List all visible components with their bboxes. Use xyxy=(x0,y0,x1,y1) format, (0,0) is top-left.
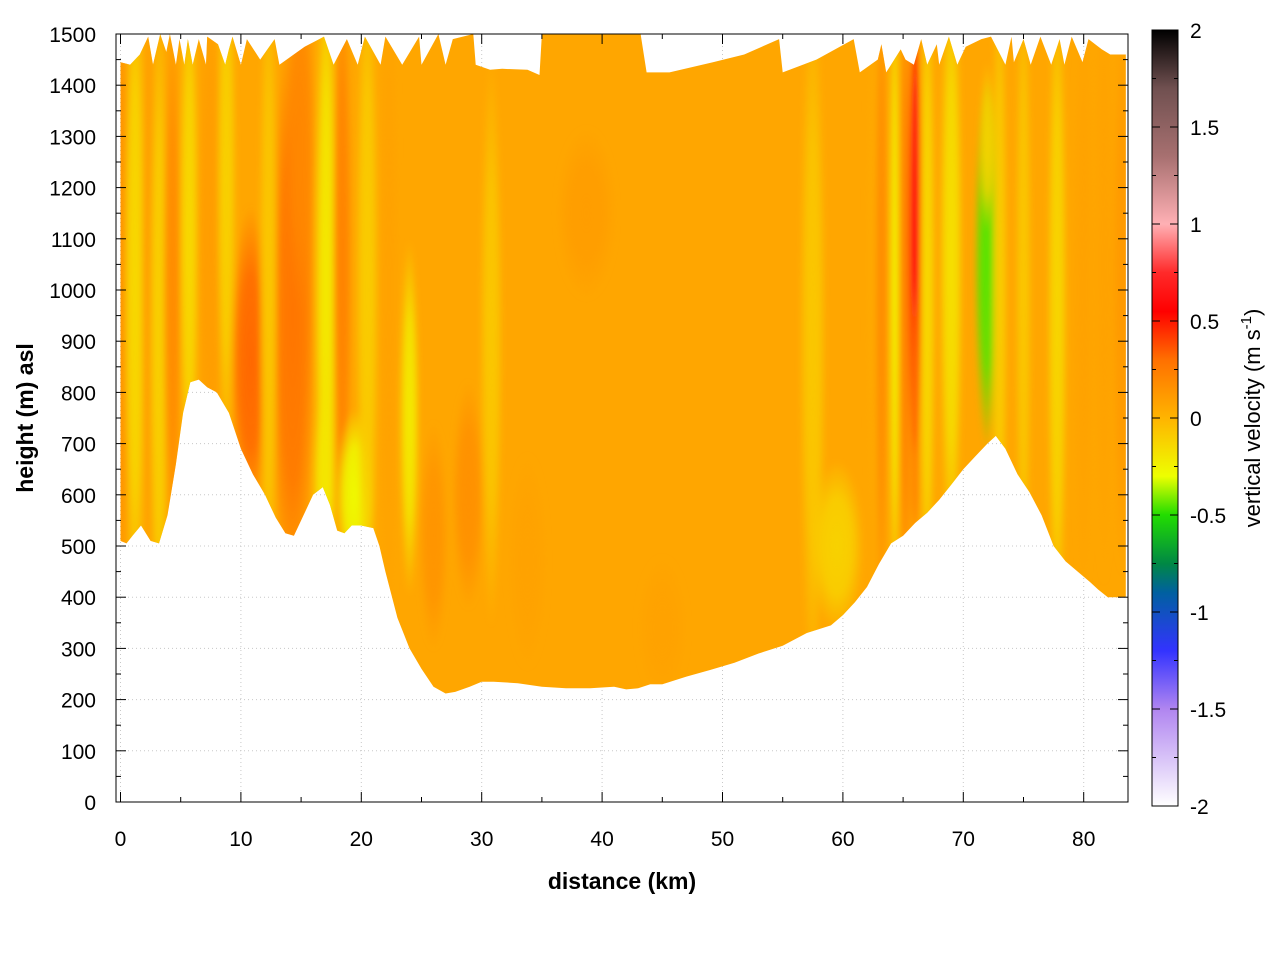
colorbar-title: vertical velocity (m s-1) xyxy=(1238,309,1265,528)
x-tick-label: 10 xyxy=(229,828,252,851)
y-tick-label: 800 xyxy=(61,382,96,405)
velocity-feature xyxy=(910,427,921,542)
y-tick-label: 1500 xyxy=(49,24,96,47)
y-tick-label: 300 xyxy=(61,638,96,661)
y-tick-label: 100 xyxy=(61,741,96,764)
x-tick-label: 60 xyxy=(831,828,854,851)
x-tick-label: 20 xyxy=(350,828,373,851)
y-tick-label: 1100 xyxy=(51,229,96,252)
y-tick-label: 500 xyxy=(61,536,96,559)
velocity-feature xyxy=(479,54,504,628)
y-axis-title: height (m) asl xyxy=(12,343,38,493)
colorbar-tick-label: 2 xyxy=(1190,20,1202,43)
y-axis: 0 100 200 300 400 500 600 700 800 900 1000 1100 1200… xyxy=(49,24,1128,815)
x-tick-label: 80 xyxy=(1072,828,1095,851)
velocity-feature xyxy=(399,238,420,598)
colorbar-tick-label: -1.5 xyxy=(1190,699,1226,722)
velocity-feature xyxy=(809,459,864,633)
velocity-feature xyxy=(907,34,923,512)
velocity-feature xyxy=(1047,34,1068,674)
colorbar-tick-label: -0.5 xyxy=(1190,505,1226,528)
y-tick-label: 1300 xyxy=(49,126,96,149)
y-tick-label: 200 xyxy=(61,690,96,713)
velocity-feature xyxy=(451,380,486,610)
velocity-field xyxy=(120,34,1126,694)
colorbar-tick-label: 1.5 xyxy=(1190,117,1219,140)
velocity-feature xyxy=(939,34,964,587)
velocity-feature xyxy=(123,34,147,649)
colorbar-tick-label: -1 xyxy=(1190,602,1209,625)
velocity-feature xyxy=(637,556,688,694)
velocity-feature xyxy=(556,127,617,300)
velocity-feature xyxy=(874,34,889,649)
y-tick-label: 600 xyxy=(61,485,96,508)
y-tick-label: 0 xyxy=(84,792,96,815)
colorbar-title-suffix: ) xyxy=(1240,309,1265,316)
x-tick-label: 30 xyxy=(470,828,493,851)
x-axis-title: distance (km) xyxy=(548,868,696,894)
x-tick-label: 0 xyxy=(115,828,127,851)
velocity-feature xyxy=(1015,34,1032,649)
y-tick-label: 1200 xyxy=(49,178,96,201)
colorbar-ticks: -2 -1.5 -1 -0.5 0 0.5 1 1.5 2 xyxy=(1152,20,1226,819)
x-tick-label: 50 xyxy=(711,828,734,851)
colorbar-title-exponent: -1 xyxy=(1238,316,1255,329)
x-tick-label: 40 xyxy=(590,828,613,851)
y-tick-label: 1000 xyxy=(49,280,96,303)
velocity-feature xyxy=(918,34,936,649)
y-tick-label: 700 xyxy=(61,434,96,457)
colorbar-title-main: vertical velocity (m s xyxy=(1240,329,1265,527)
velocity-feature xyxy=(355,34,380,649)
velocity-feature xyxy=(889,34,900,649)
velocity-feature xyxy=(162,34,183,577)
velocity-feature xyxy=(507,453,548,669)
y-tick-label: 400 xyxy=(61,587,96,610)
velocity-feature xyxy=(913,266,918,468)
y-tick-label: 900 xyxy=(61,331,96,354)
colorbar-tick-label: 1 xyxy=(1190,214,1202,237)
velocity-feature xyxy=(990,34,1008,649)
velocity-feature xyxy=(312,384,336,585)
velocity-feature xyxy=(378,34,400,649)
colorbar-tick-label: -2 xyxy=(1190,796,1209,819)
velocity-feature xyxy=(418,421,449,651)
x-axis: 0 10 20 30 40 50 60 70 80 xyxy=(115,34,1095,851)
velocity-feature xyxy=(258,34,279,649)
colorbar-tick-label: 0.5 xyxy=(1190,311,1219,334)
x-tick-label: 70 xyxy=(952,828,975,851)
velocity-feature xyxy=(1073,34,1094,613)
y-tick-label: 1400 xyxy=(49,75,96,98)
colorbar-tick-label: 0 xyxy=(1190,408,1202,431)
velocity-feature xyxy=(1094,34,1115,587)
